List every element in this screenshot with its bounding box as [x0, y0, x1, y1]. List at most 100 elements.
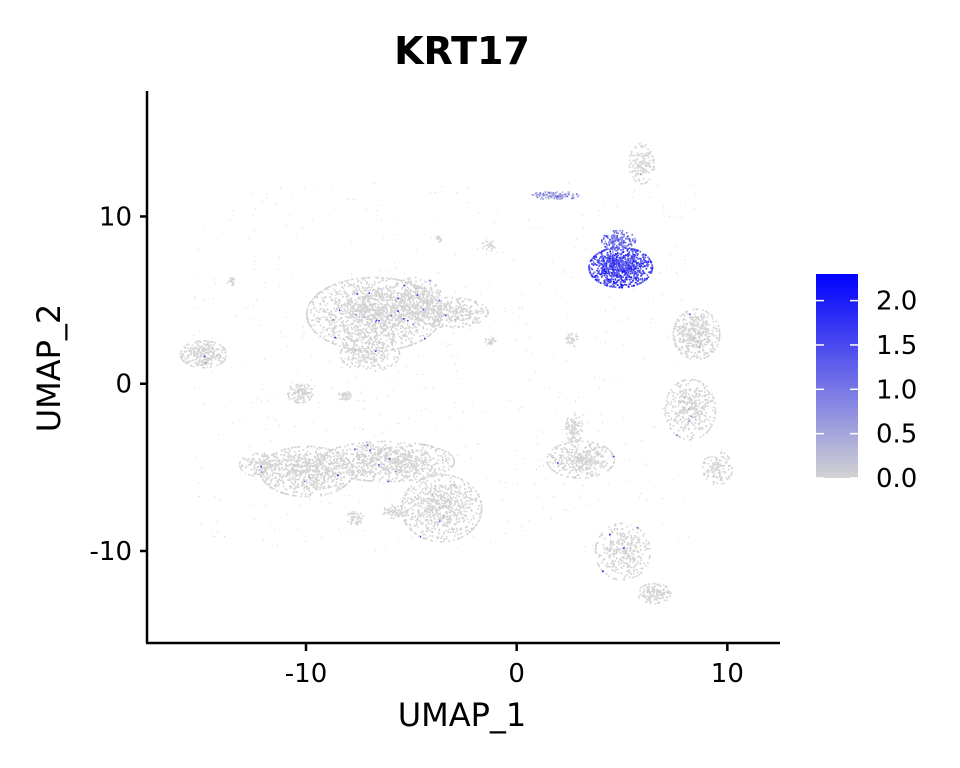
data-point	[425, 300, 428, 303]
data-point	[384, 454, 387, 457]
data-point	[264, 469, 266, 471]
data-point	[450, 506, 453, 509]
data-point	[381, 357, 383, 359]
data-point	[478, 317, 481, 319]
data-point	[338, 452, 341, 455]
data-point	[302, 481, 304, 483]
data-point	[416, 331, 419, 334]
data-point	[420, 319, 423, 322]
data-point	[406, 477, 409, 479]
data-point	[398, 311, 401, 314]
data-point	[422, 302, 425, 305]
data-point	[427, 310, 429, 313]
data-point	[416, 458, 418, 461]
data-point	[273, 463, 276, 465]
data-point	[365, 446, 367, 449]
data-point	[473, 517, 475, 520]
data-point	[413, 313, 415, 315]
data-point	[291, 478, 294, 481]
data-point	[362, 331, 364, 333]
data-point	[441, 486, 443, 488]
data-point	[377, 319, 379, 322]
data-point	[365, 289, 368, 292]
data-point	[458, 505, 460, 508]
data-point	[308, 460, 311, 462]
data-point	[345, 342, 347, 345]
data-point	[456, 521, 458, 524]
data-point	[314, 468, 317, 471]
data-point	[341, 282, 343, 285]
data-point	[400, 465, 403, 468]
data-point	[352, 316, 354, 318]
data-point	[389, 440, 392, 443]
data-point	[309, 465, 311, 468]
data-point	[440, 302, 443, 305]
data-point	[401, 459, 404, 462]
data-point	[365, 441, 368, 444]
data-point	[358, 336, 361, 338]
data-point	[449, 520, 452, 523]
data-point	[431, 310, 433, 313]
data-point	[367, 286, 369, 289]
data-point	[283, 492, 285, 495]
data-point	[366, 281, 369, 283]
data-point	[350, 300, 352, 302]
data-point	[398, 292, 401, 294]
data-point	[391, 451, 394, 454]
data-point	[419, 305, 422, 308]
data-point	[292, 471, 295, 473]
data-point	[330, 477, 332, 480]
data-point	[377, 303, 380, 306]
data-point	[395, 468, 398, 471]
data-point	[400, 314, 403, 316]
data-point	[265, 477, 267, 479]
data-point	[422, 334, 425, 337]
data-point	[437, 518, 440, 521]
data-point	[437, 521, 440, 524]
data-point	[382, 317, 384, 320]
data-point	[378, 288, 380, 290]
data-point	[412, 285, 415, 288]
data-point	[454, 321, 457, 323]
data-point	[393, 468, 395, 470]
data-point	[259, 459, 261, 461]
data-point	[454, 310, 457, 313]
data-point	[322, 462, 324, 465]
data-point	[435, 511, 438, 513]
data-point	[360, 339, 363, 341]
data-point	[357, 333, 360, 335]
data-point	[429, 456, 431, 458]
data-point	[449, 305, 452, 307]
data-point	[468, 500, 471, 502]
data-point	[370, 320, 373, 323]
data-point	[358, 346, 360, 349]
data-point	[394, 315, 397, 317]
data-point	[405, 523, 407, 525]
data-point	[404, 475, 407, 478]
data-point	[352, 306, 355, 308]
data-point	[429, 288, 432, 290]
data-point	[400, 468, 402, 470]
data-point	[419, 291, 422, 294]
data-point	[357, 280, 359, 283]
data-point	[423, 321, 425, 323]
data-point	[407, 298, 410, 301]
data-point	[321, 466, 323, 469]
data-point	[421, 339, 424, 341]
data-point	[398, 323, 400, 325]
data-point	[308, 461, 311, 464]
data-point	[422, 307, 424, 309]
data-point	[340, 458, 343, 460]
data-point	[314, 476, 317, 479]
data-point	[443, 531, 445, 533]
data-point	[253, 465, 255, 468]
data-point	[410, 465, 413, 468]
data-point	[359, 364, 361, 366]
data-point	[479, 307, 482, 310]
data-point	[446, 308, 449, 311]
data-point	[362, 300, 365, 303]
data-point	[400, 300, 403, 303]
data-point	[377, 346, 380, 349]
data-point	[343, 329, 345, 331]
data-point	[397, 470, 400, 473]
